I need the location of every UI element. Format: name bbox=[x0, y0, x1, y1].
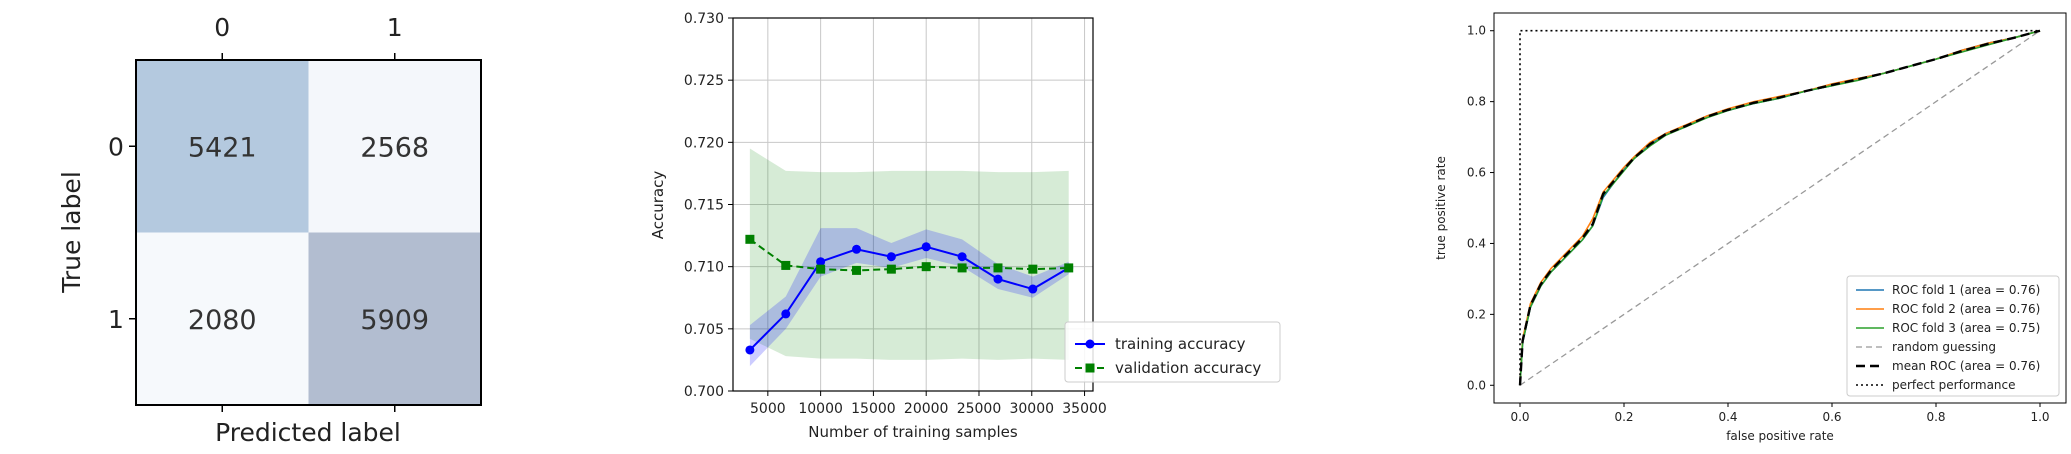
legend-marker bbox=[1085, 363, 1095, 373]
y-tick-label: 0.0 bbox=[1467, 378, 1486, 392]
y-tick-label: 0.705 bbox=[684, 322, 724, 338]
roc-panel: 0.0 0.2 0.4 0.6 0.8 1.0 0.0 0.2 0.4 0.6 0.8 1.0 fal… bbox=[1400, 0, 2071, 450]
validation-accuracy-point bbox=[1064, 263, 1074, 273]
x-tick-label: 0.4 bbox=[1718, 410, 1737, 424]
validation-accuracy-point bbox=[781, 260, 791, 270]
learning-curve-ylabel: Accuracy bbox=[649, 171, 667, 240]
legend-label: ROC fold 1 (area = 0.76) bbox=[1892, 283, 2040, 297]
y-tick-label: 0.6 bbox=[1467, 166, 1486, 180]
legend-marker bbox=[1085, 339, 1095, 349]
y-tick-label: 0.715 bbox=[684, 198, 724, 214]
x-tick-label: 1.0 bbox=[2030, 410, 2049, 424]
confusion-matrix-xlabel: Predicted label bbox=[215, 418, 401, 447]
learning-curve-chart: 5000 10000 15000 20000 25000 30000 35000 0.700 0… bbox=[649, 11, 1281, 441]
matrix-cell bbox=[136, 60, 309, 233]
x-tick-label: 0 bbox=[214, 13, 230, 42]
legend-label: ROC fold 2 (area = 0.76) bbox=[1892, 302, 2040, 316]
y-tick-label: 0.710 bbox=[684, 260, 724, 276]
validation-accuracy-point bbox=[852, 265, 862, 275]
learning-curve-xlabel: Number of training samples bbox=[808, 423, 1018, 441]
validation-accuracy-point bbox=[921, 262, 931, 272]
roc-ylabel: true positive rate bbox=[1434, 156, 1448, 260]
training-accuracy-line bbox=[749, 245, 1070, 351]
roc-xlabel: false positive rate bbox=[1726, 429, 1834, 443]
training-accuracy-point bbox=[993, 274, 1003, 284]
roc-axes-frame bbox=[1493, 12, 2067, 404]
perfect-performance-line bbox=[1519, 29, 2040, 386]
training-accuracy-point bbox=[921, 242, 931, 252]
matrix-cell bbox=[136, 232, 309, 405]
y-tick-label: 1.0 bbox=[1467, 24, 1486, 38]
x-tick-label: 0.0 bbox=[1510, 410, 1529, 424]
matrix-cell-value: 5909 bbox=[360, 305, 429, 336]
legend-label: ROC fold 3 (area = 0.75) bbox=[1892, 321, 2040, 335]
training-accuracy-point bbox=[781, 309, 791, 319]
training-accuracy-point bbox=[957, 252, 967, 262]
x-tick-label: 10000 bbox=[798, 401, 843, 417]
y-tick-label: 0.720 bbox=[684, 135, 724, 151]
legend-frame bbox=[1846, 275, 2060, 397]
x-tick-label: 30000 bbox=[1009, 401, 1054, 417]
y-tick-label: 0 bbox=[108, 132, 124, 161]
learning-curve-legend: training accuracy validation accuracy bbox=[1064, 321, 1281, 383]
confusion-matrix-panel: 5421 2568 2080 5909 0 1 0 1 Predicted label Tr… bbox=[0, 0, 560, 450]
x-tick-label: 15000 bbox=[851, 401, 896, 417]
x-tick-label: 25000 bbox=[957, 401, 1002, 417]
validation-accuracy-line bbox=[749, 238, 1069, 272]
y-tick-label: 0.700 bbox=[684, 384, 724, 400]
matrix-cell-value: 2080 bbox=[188, 305, 257, 336]
legend-label: validation accuracy bbox=[1115, 359, 1261, 377]
validation-accuracy-point bbox=[745, 234, 755, 244]
confusion-matrix-ylabel: True label bbox=[57, 171, 86, 294]
confusion-matrix-chart: 5421 2568 2080 5909 0 1 0 1 Predicted label Tr… bbox=[57, 13, 482, 447]
validation-accuracy-point bbox=[816, 264, 826, 274]
x-tick-label: 5000 bbox=[750, 401, 786, 417]
x-tick-label: 0.8 bbox=[1926, 410, 1945, 424]
validation-accuracy-band bbox=[749, 148, 1069, 360]
validation-accuracy-point bbox=[886, 264, 896, 274]
y-tick-label: 1 bbox=[108, 305, 124, 334]
y-tick-label: 0.8 bbox=[1467, 95, 1486, 109]
validation-accuracy-point bbox=[957, 263, 967, 273]
y-tick-label: 0.730 bbox=[684, 11, 724, 27]
legend-label: mean ROC (area = 0.76) bbox=[1892, 359, 2040, 373]
legend-label: random guessing bbox=[1892, 340, 1996, 354]
learning-curve-panel: 5000 10000 15000 20000 25000 30000 35000 0.700 0… bbox=[600, 0, 1340, 450]
legend-label: perfect performance bbox=[1892, 378, 2016, 392]
roc-legend: ROC fold 1 (area = 0.76) ROC fold 2 (area… bbox=[1846, 275, 2060, 397]
training-accuracy-point bbox=[745, 345, 755, 355]
roc-chart: 0.0 0.2 0.4 0.6 0.8 1.0 0.0 0.2 0.4 0.6 0.8 1.0 fal… bbox=[1434, 12, 2067, 443]
y-tick-label: 0.2 bbox=[1467, 307, 1486, 321]
x-tick-label: 1 bbox=[387, 13, 403, 42]
x-tick-label: 20000 bbox=[904, 401, 949, 417]
matrix-cell-value: 5421 bbox=[188, 132, 257, 163]
y-tick-label: 0.4 bbox=[1467, 236, 1486, 250]
random-guessing-line bbox=[1519, 30, 2041, 386]
legend-label: training accuracy bbox=[1115, 335, 1246, 353]
matrix-cell-value: 2568 bbox=[360, 132, 429, 163]
training-accuracy-point bbox=[852, 244, 862, 254]
matrix-cell bbox=[308, 60, 481, 233]
y-tick-label: 0.725 bbox=[684, 73, 724, 89]
training-accuracy-point bbox=[886, 252, 896, 262]
training-accuracy-point bbox=[816, 257, 826, 267]
training-accuracy-point bbox=[1028, 284, 1038, 294]
mean-roc-line bbox=[1518, 29, 2041, 386]
confusion-matrix-frame bbox=[135, 59, 482, 406]
matrix-cell bbox=[308, 232, 481, 405]
x-tick-label: 0.2 bbox=[1614, 410, 1633, 424]
x-tick-label: 0.6 bbox=[1822, 410, 1841, 424]
validation-accuracy-point bbox=[1028, 264, 1038, 274]
validation-accuracy-point bbox=[993, 263, 1003, 273]
x-tick-label: 35000 bbox=[1062, 401, 1107, 417]
legend-frame bbox=[1064, 321, 1281, 383]
training-accuracy-band bbox=[749, 228, 1069, 367]
